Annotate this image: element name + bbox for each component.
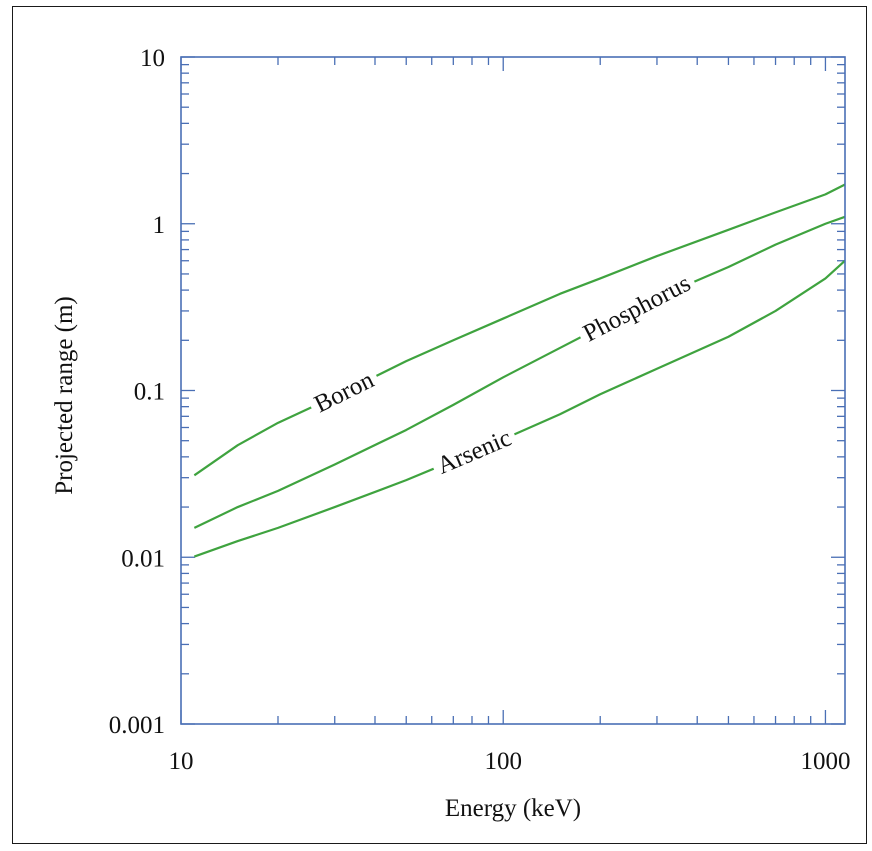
x-tick-label: 100 bbox=[484, 748, 522, 775]
data-curves bbox=[193, 183, 846, 558]
tick-labels: 10 100 1000 0.001 0.01 0.1 1 10 bbox=[109, 45, 851, 775]
y-tick-label: 0.1 bbox=[134, 379, 165, 406]
series-label-text: Phosphorus bbox=[579, 270, 695, 348]
y-tick-label: 10 bbox=[140, 45, 165, 72]
y-axis-label: Projected range (m) bbox=[51, 296, 78, 495]
x-tick-label: 10 bbox=[169, 748, 194, 775]
series-label-background bbox=[429, 423, 520, 482]
axis-ticks bbox=[180, 56, 845, 725]
series-label-text: Boron bbox=[310, 366, 378, 418]
series-line-boron bbox=[193, 183, 846, 477]
series-line-phosphorus bbox=[193, 215, 846, 529]
figure-frame bbox=[12, 6, 867, 844]
series-label-boron: Boron bbox=[306, 365, 383, 421]
series-label-text: Arsenic bbox=[433, 424, 515, 479]
series-label-arsenic: Arsenic bbox=[429, 423, 520, 482]
series-label-phosphorus: Phosphorus bbox=[575, 268, 700, 350]
y-tick-label: 0.01 bbox=[121, 545, 165, 572]
series-line-arsenic bbox=[193, 259, 846, 558]
y-tick-label: 0.001 bbox=[109, 712, 165, 739]
series-label-background bbox=[306, 365, 383, 421]
x-axis-label: Energy (keV) bbox=[445, 795, 581, 822]
y-tick-label: 1 bbox=[153, 212, 166, 239]
plot-area-frame bbox=[180, 56, 846, 725]
series-label-background bbox=[575, 268, 700, 350]
x-tick-label: 1000 bbox=[800, 748, 850, 775]
